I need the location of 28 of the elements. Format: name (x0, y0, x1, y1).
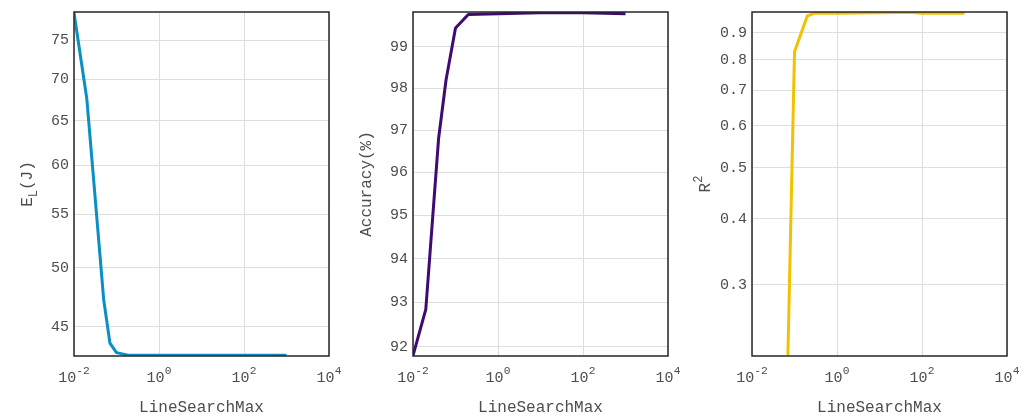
y-tick-label: 95 (390, 207, 409, 225)
y-tick-label: 96 (390, 164, 409, 182)
y-tick-label: 45 (51, 318, 70, 336)
y-tick-label: 92 (390, 338, 409, 356)
y-axis-title: EL(J) (19, 161, 41, 207)
y-tick-label: 55 (51, 206, 70, 224)
y-tick-label: 0.5 (720, 159, 748, 177)
y-tick-label: 60 (51, 157, 70, 175)
y-axis-title: R2 (691, 175, 716, 193)
y-tick-label: 70 (51, 71, 70, 89)
y-tick-label: 93 (390, 294, 409, 312)
y-axis-title: Accuracy(%) (358, 131, 377, 237)
y-tick-label: 50 (51, 259, 70, 277)
y-tick-label: 0.8 (720, 51, 748, 69)
y-tick-label: 0.3 (720, 276, 748, 294)
x-axis-title: LineSearchMax (817, 399, 942, 418)
y-tick-label: 94 (390, 250, 409, 268)
x-axis-title: LineSearchMax (478, 399, 603, 418)
y-tick-label: 0.4 (720, 210, 748, 228)
x-axis-title: LineSearchMax (139, 399, 264, 418)
y-tick-label: 98 (390, 80, 409, 98)
y-tick-label: 0.9 (720, 24, 748, 42)
y-tick-label: 97 (390, 122, 409, 140)
y-tick-label: 0.7 (720, 82, 748, 100)
y-tick-label: 0.6 (720, 117, 748, 135)
y-tick-label: 65 (51, 112, 70, 130)
y-tick-label: 99 (390, 38, 409, 56)
y-tick-label: 75 (51, 32, 70, 50)
